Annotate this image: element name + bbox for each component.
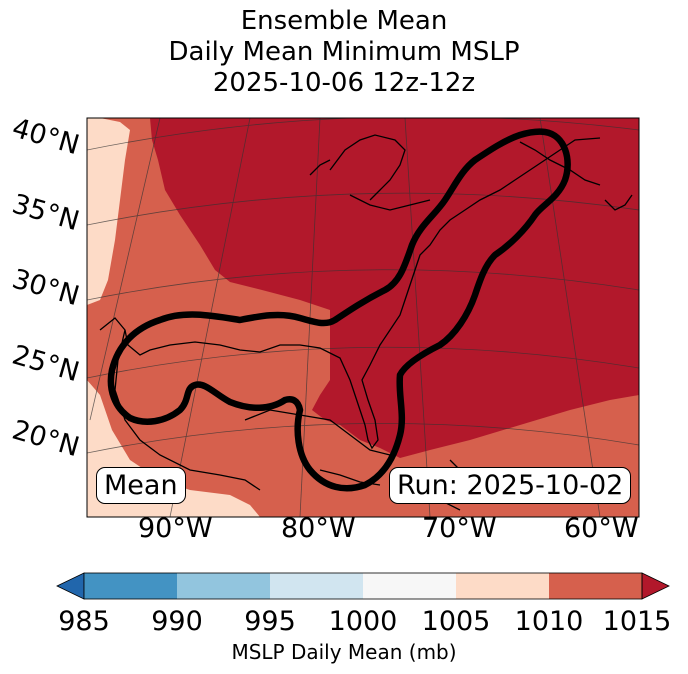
colorbar-bin-985-990 bbox=[84, 573, 177, 599]
colorbar-tick-1005: 1005 bbox=[421, 606, 491, 637]
colorbar-tick-985: 985 bbox=[58, 606, 110, 637]
lon-label-70w: 70°W bbox=[422, 513, 497, 544]
colorbar-label: MSLP Daily Mean (mb) bbox=[231, 640, 457, 664]
colorbar-bin-995-1000 bbox=[270, 573, 363, 599]
colorbar-tick-990: 990 bbox=[151, 606, 203, 637]
colorbar-bin-1000-1005 bbox=[363, 573, 456, 599]
chart-title: Ensemble Mean Daily Mean Minimum MSLP 20… bbox=[0, 6, 688, 99]
map-area bbox=[87, 118, 639, 517]
lon-label-60w: 60°W bbox=[564, 513, 639, 544]
run-box: Run: 2025-10-02 bbox=[389, 467, 632, 504]
title-line-2: Daily Mean Minimum MSLP bbox=[168, 37, 520, 67]
colorbar-tick-1010: 1010 bbox=[514, 606, 584, 637]
pressure-field-patch bbox=[200, 505, 240, 517]
colorbar-extend-low bbox=[56, 572, 85, 600]
colorbar-tick-1015: 1015 bbox=[602, 606, 672, 637]
title-line-3: 2025-10-06 12z-12z bbox=[212, 68, 476, 98]
lon-label-80w: 80°W bbox=[281, 513, 356, 544]
mean-box: Mean bbox=[96, 467, 186, 504]
pressure-field-1000-1005-north bbox=[87, 118, 130, 305]
coastlines bbox=[99, 134, 633, 511]
pressure-field-1005-1010 bbox=[87, 118, 639, 517]
colorbar bbox=[56, 572, 670, 600]
map-frame bbox=[86, 117, 640, 518]
lon-label-90w: 90°W bbox=[138, 513, 213, 544]
colorbar-tick-1000: 1000 bbox=[328, 606, 398, 637]
probability-contour bbox=[107, 128, 571, 492]
colorbar-bin-1010-1015 bbox=[549, 573, 642, 599]
colorbar-tick-995: 995 bbox=[244, 606, 296, 637]
colorbar-extend-high bbox=[641, 572, 670, 600]
colorbar-frame bbox=[83, 572, 643, 600]
colorbar-bin-990-995 bbox=[177, 573, 270, 599]
colorbar-bin-1005-1010 bbox=[456, 573, 549, 599]
title-line-1: Ensemble Mean bbox=[240, 6, 448, 36]
